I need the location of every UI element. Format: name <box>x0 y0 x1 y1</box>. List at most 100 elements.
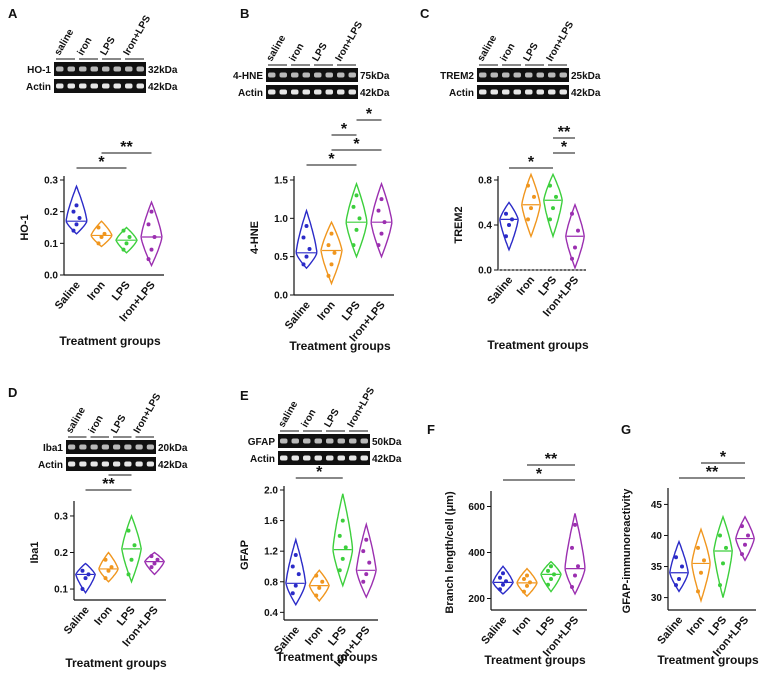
blot-row-label: HO-1 <box>27 65 51 76</box>
data-point <box>357 216 362 221</box>
data-point <box>351 243 356 248</box>
significance-label: ** <box>558 124 571 141</box>
blot-band <box>536 72 544 78</box>
blot-size-label: 20kDa <box>158 443 188 454</box>
data-point <box>576 564 580 569</box>
data-point <box>376 243 381 248</box>
blot-band <box>479 72 487 78</box>
data-point <box>525 583 529 588</box>
blot-band <box>102 66 110 72</box>
y-tick-label: 0.8 <box>264 577 278 588</box>
data-point <box>149 554 154 559</box>
data-point <box>696 545 700 550</box>
blot-band <box>291 89 299 95</box>
data-point <box>106 568 111 573</box>
data-point <box>121 228 126 233</box>
blot-strip-Actin <box>66 457 156 471</box>
data-point <box>548 217 552 222</box>
violin-iron <box>516 567 538 598</box>
blot-lane-label: saline <box>64 405 88 435</box>
blot-lane-label: Iron+LPS <box>132 391 164 435</box>
blot-band <box>490 72 498 78</box>
blot-band <box>67 83 75 89</box>
blot-band <box>302 72 310 78</box>
blot-band <box>146 444 154 450</box>
y-axis-label: GFAP <box>239 540 251 570</box>
data-point <box>573 522 577 527</box>
x-tick-label: Iron <box>92 604 115 628</box>
blot-band <box>302 89 310 95</box>
blot-row-label: Actin <box>250 454 275 465</box>
data-point <box>304 254 309 259</box>
data-point <box>354 227 359 232</box>
y-tick-label: 200 <box>468 594 485 605</box>
y-tick-label: 0.1 <box>44 239 58 250</box>
blot-band <box>79 461 87 467</box>
blot-band <box>56 66 64 72</box>
violin-iron-plus-lps <box>370 181 393 259</box>
blot-size-label: 42kDa <box>148 82 178 93</box>
data-point <box>504 211 508 216</box>
data-point <box>680 564 684 569</box>
data-point <box>743 542 747 547</box>
x-tick-label: LPS <box>110 279 133 303</box>
y-axis-label: HO-1 <box>19 214 31 240</box>
data-point <box>290 591 295 596</box>
significance-label: * <box>353 136 360 153</box>
blot-band <box>67 66 75 72</box>
blot-band <box>502 89 510 95</box>
significance-label: * <box>366 106 373 123</box>
significance-label: * <box>720 449 727 466</box>
blot-band <box>136 83 144 89</box>
data-point <box>528 580 532 585</box>
blot-band <box>525 72 533 78</box>
blot-band <box>349 438 357 444</box>
violin-iron <box>691 527 711 604</box>
data-point <box>152 561 157 566</box>
violin-iron <box>308 569 330 603</box>
data-point <box>293 583 298 588</box>
violin-iron-plus-lps <box>564 513 586 596</box>
blot-band <box>279 89 287 95</box>
blot-band <box>348 89 356 95</box>
blot-lane-label: iron <box>76 36 95 58</box>
data-point <box>498 587 502 592</box>
violin-iron <box>98 551 119 583</box>
data-point <box>532 194 536 199</box>
data-point <box>149 247 154 252</box>
x-axis-label: Treatment groups <box>289 339 391 353</box>
data-point <box>304 224 309 228</box>
blot-row-label: 4-HNE <box>233 71 263 82</box>
blot-lane-label: Iron+LPS <box>346 385 378 429</box>
blot-band <box>559 72 567 78</box>
data-point <box>337 533 342 538</box>
data-point <box>326 243 331 248</box>
x-axis-label: Treatment groups <box>59 334 161 348</box>
data-point <box>549 564 553 569</box>
data-point <box>570 211 574 216</box>
panel-G: G 30 35 40 45 GFAP-immunoreactivity Saline Iron… <box>621 422 759 667</box>
violin-lps <box>332 493 354 588</box>
y-tick-label: 400 <box>468 548 485 559</box>
blot-band <box>513 72 521 78</box>
blot-lane-label: LPS <box>522 41 541 64</box>
blot-lane-label: saline <box>277 399 301 429</box>
data-point <box>149 565 154 570</box>
x-tick-label: Iron <box>511 614 534 638</box>
data-point <box>146 222 151 227</box>
y-axis-label: 4-HNE <box>249 221 261 254</box>
data-point <box>317 585 322 590</box>
x-tick-label: Iron <box>85 279 108 303</box>
data-point <box>80 587 85 592</box>
x-tick-label: Iron <box>515 274 538 298</box>
violin-iron-plus-lps <box>565 202 585 270</box>
data-point <box>525 573 529 578</box>
violin-lps <box>345 181 368 259</box>
data-point <box>329 262 334 267</box>
blot-band <box>279 72 287 78</box>
panel-letter: D <box>8 385 17 400</box>
data-point <box>126 572 131 577</box>
data-point <box>354 193 359 198</box>
x-axis-label: Treatment groups <box>484 653 586 667</box>
y-tick-label: 0.8 <box>478 176 492 187</box>
